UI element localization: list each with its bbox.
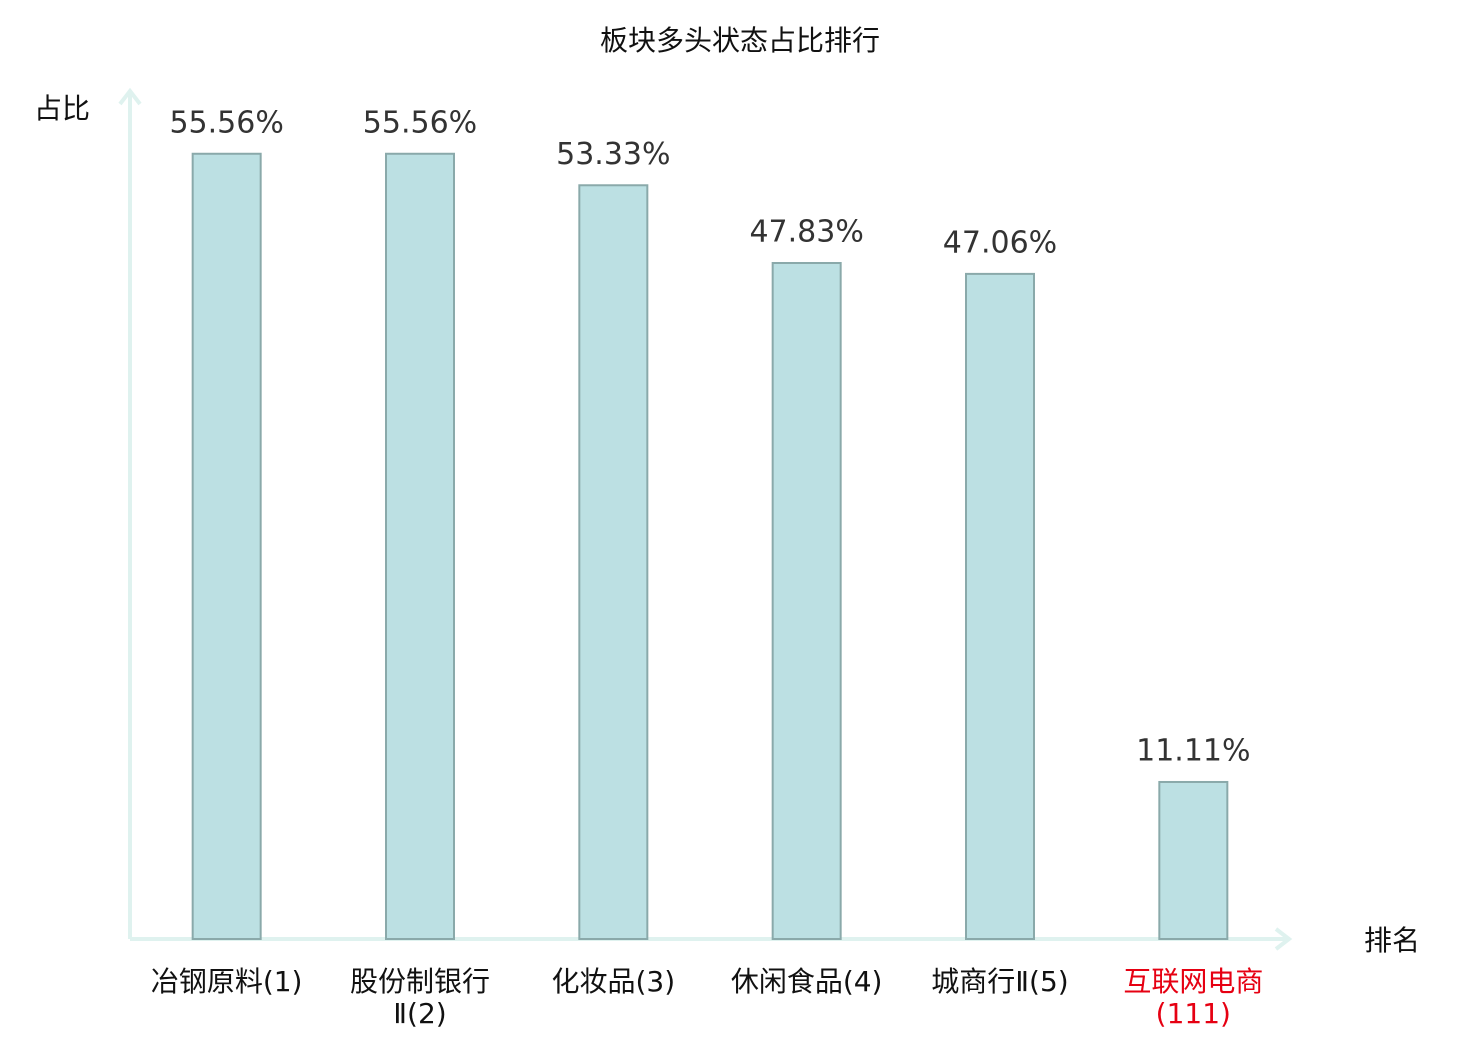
value-label: 11.11% <box>1136 733 1250 768</box>
x-axis-label: 排名 <box>1364 924 1420 957</box>
bar <box>965 272 1035 941</box>
x-tick-label: 休闲食品(4) <box>730 965 883 998</box>
x-tick-label: 化妆品(3) <box>551 965 676 998</box>
y-axis-label: 占比 <box>34 92 90 125</box>
bar <box>1158 780 1229 940</box>
x-tick-label: 冶钢原料(1) <box>150 965 303 998</box>
value-label: 47.06% <box>943 225 1057 260</box>
x-tick-label: 城商行Ⅱ(5) <box>931 965 1069 998</box>
value-label: 47.83% <box>749 215 863 250</box>
bar <box>771 262 842 940</box>
value-label: 53.33% <box>556 137 670 172</box>
x-tick-label: 互联网电商(111) <box>1123 965 1264 1030</box>
axes <box>118 87 1293 951</box>
bar <box>578 184 649 940</box>
value-label: 55.56% <box>169 105 283 140</box>
y-axis-arrow <box>118 87 142 106</box>
value-label: 55.56% <box>363 105 477 140</box>
bar <box>385 152 455 940</box>
bar <box>191 152 262 940</box>
x-tick-label: 股份制银行Ⅱ(2) <box>349 965 490 1030</box>
chart-title: 板块多头状态占比排行 <box>600 24 880 57</box>
x-axis-arrow <box>1274 927 1293 951</box>
